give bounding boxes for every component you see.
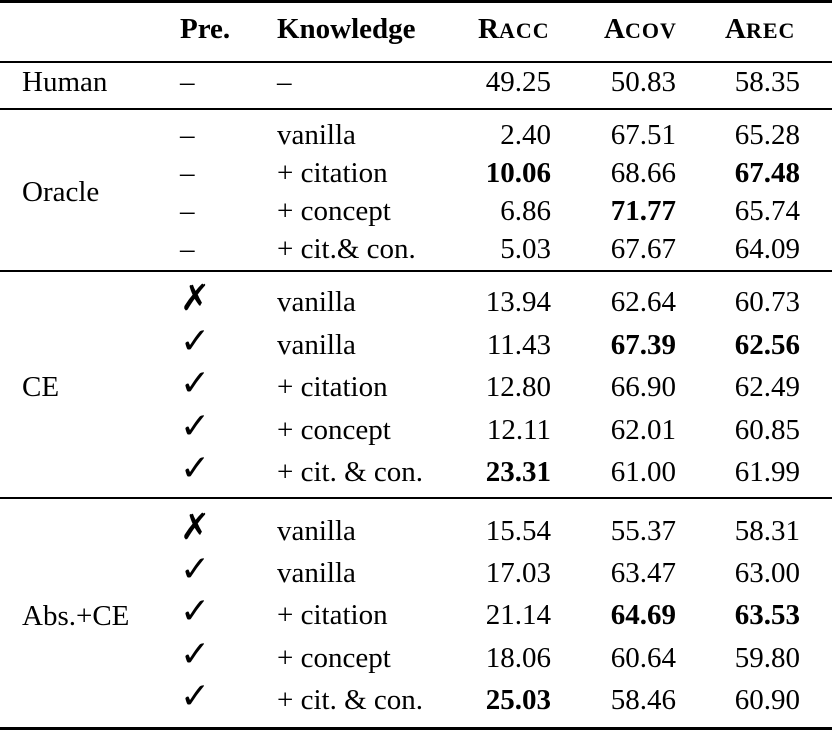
arec-cell: 65.28 xyxy=(734,119,800,151)
pre-cell: – xyxy=(180,66,195,98)
arec-cell: 65.74 xyxy=(734,195,800,227)
knowledge-cell: – xyxy=(277,66,292,98)
acov-cell: 50.83 xyxy=(610,66,676,98)
racc-cell: 11.43 xyxy=(486,329,551,361)
knowledge-cell: vanilla xyxy=(277,329,356,361)
group-rule xyxy=(0,108,832,110)
pre-cell: – xyxy=(180,195,195,227)
racc-cell: 21.14 xyxy=(485,599,551,631)
arec-cell: 58.31 xyxy=(734,515,800,547)
arec-cell: 59.80 xyxy=(734,642,800,674)
group-label: Human xyxy=(22,66,108,98)
racc-cell: 25.03 xyxy=(485,684,551,716)
check-mark-icon: ✓ xyxy=(180,676,211,717)
arec-cell: 62.56 xyxy=(734,329,800,361)
header-arec: AREC xyxy=(725,13,796,45)
knowledge-cell: vanilla xyxy=(277,557,356,589)
pre-cell: – xyxy=(180,119,195,151)
group-rule xyxy=(0,270,832,272)
racc-cell: 17.03 xyxy=(485,557,551,589)
knowledge-cell: + citation xyxy=(277,599,388,631)
arec-cell: 63.53 xyxy=(734,599,800,631)
cross-mark-icon: ✗ xyxy=(180,278,211,319)
check-mark-icon: ✓ xyxy=(180,591,211,632)
knowledge-cell: vanilla xyxy=(277,119,356,151)
header-rule xyxy=(0,61,832,63)
arec-cell: 63.00 xyxy=(734,557,800,589)
acov-cell: 71.77 xyxy=(610,195,676,227)
group-label: Oracle xyxy=(22,176,100,208)
acov-cell: 63.47 xyxy=(610,557,676,589)
arec-cell: 61.99 xyxy=(734,456,800,488)
header-acov: ACOV xyxy=(604,13,677,45)
arec-cell: 64.09 xyxy=(734,233,800,265)
knowledge-cell: vanilla xyxy=(277,515,356,547)
racc-cell: 6.86 xyxy=(500,195,551,227)
acov-cell: 67.39 xyxy=(610,329,676,361)
racc-cell: 2.40 xyxy=(500,119,551,151)
arec-cell: 60.85 xyxy=(734,414,800,446)
knowledge-cell: + cit.& con. xyxy=(277,233,416,265)
pre-cell: – xyxy=(180,233,195,265)
acov-cell: 68.66 xyxy=(610,157,676,189)
acov-cell: 64.69 xyxy=(610,599,676,631)
acov-cell: 55.37 xyxy=(610,515,676,547)
knowledge-cell: + cit. & con. xyxy=(277,456,424,488)
cross-mark-icon: ✗ xyxy=(180,507,211,548)
acov-cell: 62.64 xyxy=(610,286,676,318)
check-mark-icon: ✓ xyxy=(180,634,211,675)
racc-cell: 15.54 xyxy=(485,515,551,547)
arec-cell: 58.35 xyxy=(734,66,800,98)
group-rule xyxy=(0,497,832,499)
knowledge-cell: + concept xyxy=(277,414,391,446)
header-knowledge: Knowledge xyxy=(277,13,416,45)
racc-cell: 18.06 xyxy=(485,642,551,674)
acov-cell: 61.00 xyxy=(610,456,676,488)
arec-cell: 62.49 xyxy=(734,371,800,403)
bottom-rule xyxy=(0,727,832,730)
knowledge-cell: + concept xyxy=(277,195,391,227)
arec-cell: 60.90 xyxy=(734,684,800,716)
group-label: Abs.+CE xyxy=(22,599,130,632)
arec-cell: 67.48 xyxy=(734,157,800,189)
check-mark-icon: ✓ xyxy=(180,321,211,362)
check-mark-icon: ✓ xyxy=(180,363,211,404)
racc-cell: 10.06 xyxy=(485,157,551,189)
knowledge-cell: vanilla xyxy=(277,286,356,318)
racc-cell: 49.25 xyxy=(485,66,551,98)
acov-cell: 62.01 xyxy=(610,414,676,446)
check-mark-icon: ✓ xyxy=(180,406,211,447)
racc-cell: 23.31 xyxy=(485,456,551,488)
racc-cell: 12.80 xyxy=(485,371,551,403)
header-pre: Pre. xyxy=(180,13,231,45)
knowledge-cell: + concept xyxy=(277,642,391,674)
acov-cell: 66.90 xyxy=(610,371,676,403)
pre-cell: – xyxy=(180,157,195,189)
top-rule xyxy=(0,0,832,3)
knowledge-cell: + citation xyxy=(277,371,388,403)
knowledge-cell: + cit. & con. xyxy=(277,684,424,716)
acov-cell: 60.64 xyxy=(610,642,676,674)
racc-cell: 13.94 xyxy=(485,286,551,318)
acov-cell: 58.46 xyxy=(610,684,676,716)
group-label: CE xyxy=(22,371,60,403)
arec-cell: 60.73 xyxy=(734,286,800,318)
acov-cell: 67.51 xyxy=(610,119,676,151)
knowledge-cell: + citation xyxy=(277,157,388,189)
header-racc: RACC xyxy=(478,13,550,45)
check-mark-icon: ✓ xyxy=(180,448,211,489)
racc-cell: 12.11 xyxy=(486,414,551,446)
check-mark-icon: ✓ xyxy=(180,549,211,590)
racc-cell: 5.03 xyxy=(500,233,551,265)
acov-cell: 67.67 xyxy=(610,233,676,265)
